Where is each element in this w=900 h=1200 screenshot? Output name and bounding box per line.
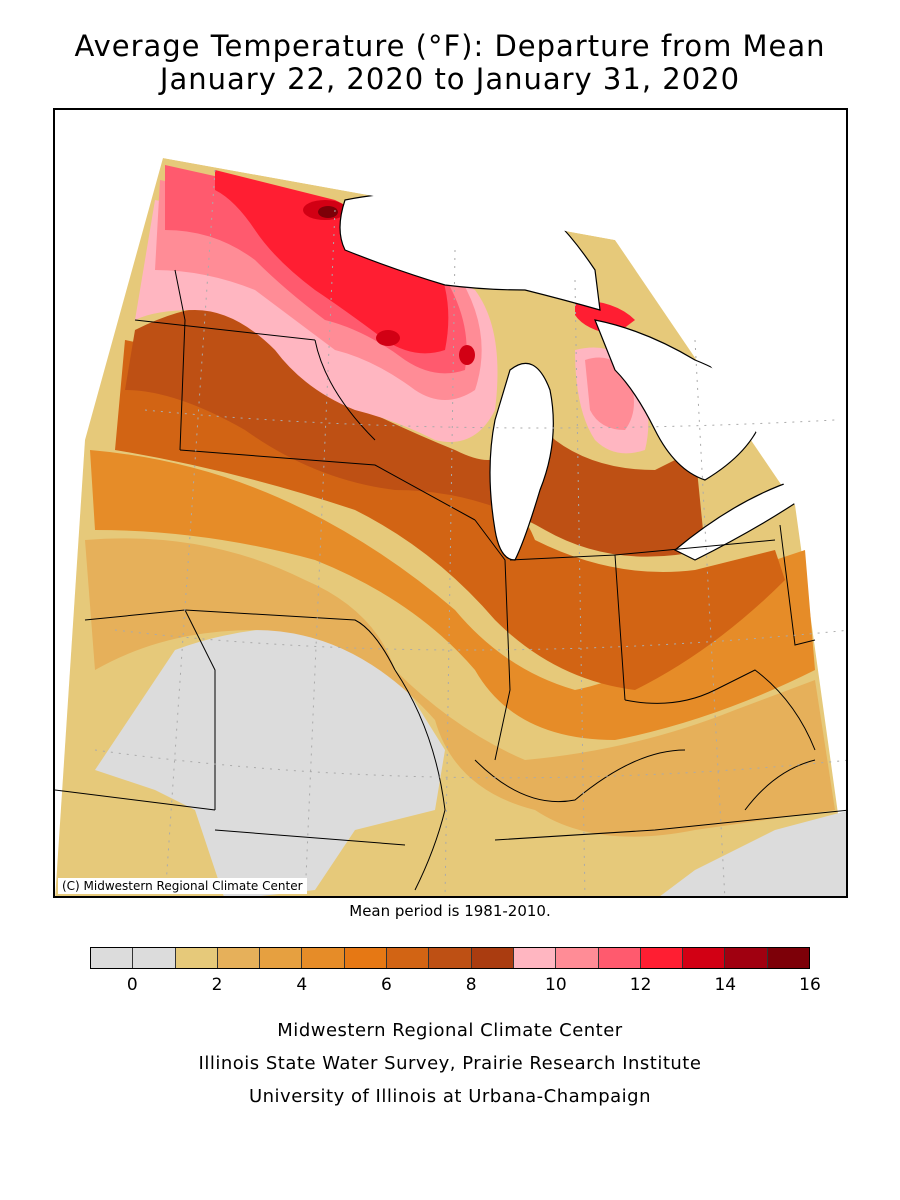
- legend-swatch: [344, 948, 388, 968]
- legend-swatch: [556, 948, 599, 968]
- legend-swatch: [683, 948, 726, 968]
- state-boundaries: [55, 269, 846, 891]
- zone-13-14-spot-3: [459, 345, 475, 365]
- zone-15-16-spot: [318, 206, 338, 218]
- legend-swatch: [133, 948, 176, 968]
- legend-tick-label: 10: [545, 975, 567, 995]
- zone-12-13: [215, 170, 449, 354]
- legend-tick-label: 14: [714, 975, 737, 995]
- zone-gray-southwest: [95, 627, 445, 896]
- legend-tick-label: 12: [629, 975, 652, 995]
- legend-tick-label: 4: [296, 975, 308, 995]
- legend-swatch: [217, 948, 261, 968]
- legend-tick-label: 6: [381, 975, 392, 995]
- credit-line-1: Midwestern Regional Climate Center: [277, 1020, 623, 1041]
- mean-period-note: Mean period is 1981-2010.: [349, 902, 551, 920]
- zone-2-4: [85, 538, 835, 837]
- credit-line-2: Illinois State Water Survey, Prairie Res…: [198, 1053, 702, 1074]
- map-title: Average Temperature (°F): Departure from…: [74, 29, 826, 63]
- graticule: [94, 169, 846, 896]
- legend-swatch: [302, 948, 345, 968]
- legend-swatch: [598, 948, 641, 968]
- canada-unshaded: [163, 110, 846, 505]
- map-date-range: January 22, 2020 to January 31, 2020: [159, 62, 741, 96]
- legend-swatch: [429, 948, 472, 968]
- temperature-departure-map: (C) Midwestern Regional Climate Center: [53, 108, 848, 898]
- legend-tick-label: 8: [465, 975, 477, 995]
- legend-swatch: [640, 948, 684, 968]
- legend-swatch: [91, 948, 134, 968]
- legend-swatch: [471, 948, 514, 968]
- credit-line-3: University of Illinois at Urbana-Champai…: [248, 1086, 652, 1107]
- legend-swatch: [767, 948, 810, 968]
- legend-swatch: [260, 948, 303, 968]
- color-scale-legend: [90, 947, 810, 969]
- map-copyright: (C) Midwestern Regional Climate Center: [58, 878, 307, 894]
- zone-4-6: [90, 450, 815, 740]
- legend-swatch: [513, 948, 557, 968]
- legend-tick-label: 0: [126, 975, 138, 995]
- legend-swatch: [725, 948, 768, 968]
- legend-tick-label: 2: [211, 975, 223, 995]
- zone-13-14-spot-2: [376, 330, 400, 346]
- zone-8-9: [125, 307, 705, 557]
- legend-tick-label: 16: [799, 975, 821, 995]
- zone-gray-southeast: [660, 811, 846, 896]
- lake-huron: [594, 319, 766, 481]
- map-canvas: [55, 110, 846, 896]
- legend-swatch: [175, 948, 218, 968]
- legend-swatch: [387, 948, 430, 968]
- lake-michigan: [489, 362, 554, 561]
